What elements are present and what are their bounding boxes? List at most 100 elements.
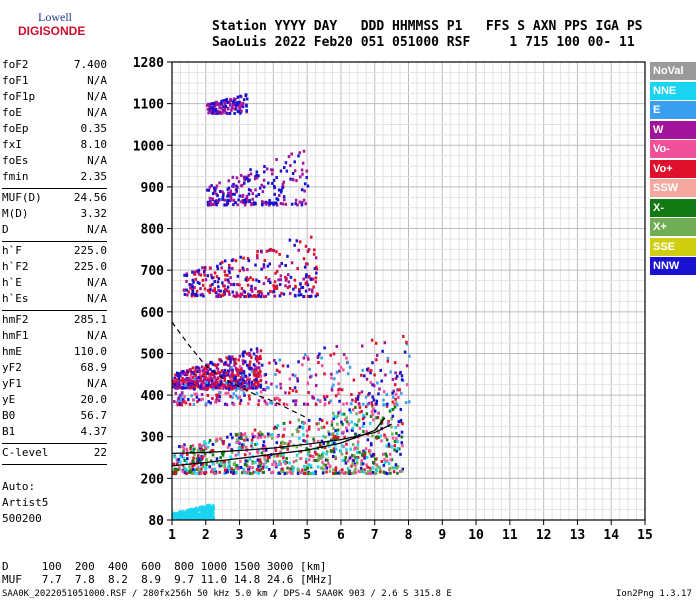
legend-item-nne: NNE	[650, 81, 696, 100]
echo-point	[191, 376, 195, 380]
echo-point	[251, 432, 254, 436]
echo-point	[371, 413, 374, 417]
echo-point	[234, 362, 238, 366]
echo-point	[291, 469, 295, 473]
echo-point	[208, 200, 212, 204]
echo-point	[213, 381, 217, 385]
echo-point	[334, 434, 337, 438]
echo-point	[206, 393, 210, 397]
echo-point	[389, 471, 392, 475]
echo-point	[321, 466, 324, 470]
param-row: foE N/A	[2, 106, 107, 122]
echo-point	[265, 465, 268, 469]
echo-point	[209, 367, 212, 371]
echo-point	[317, 421, 320, 425]
echo-point	[189, 368, 192, 372]
echo-point	[337, 362, 341, 366]
echo-point	[247, 465, 250, 469]
echo-point	[271, 470, 275, 474]
echo-point	[230, 450, 234, 454]
echo-point	[387, 442, 391, 446]
echo-point	[241, 105, 245, 109]
chart-axes: 1 2 3 4 5 6 7 8 9 10 11 12 13 14 158020030040050060070…	[133, 56, 653, 543]
echo-point	[205, 506, 208, 510]
echo-point	[259, 349, 263, 353]
echo-point	[232, 99, 236, 103]
echo-point	[187, 382, 190, 386]
echo-point	[229, 386, 232, 390]
artist-code: 500200	[2, 512, 42, 525]
echo-point	[265, 386, 269, 390]
echo-point	[255, 366, 259, 370]
echo-point	[203, 454, 206, 458]
echo-point	[207, 384, 210, 388]
echo-point	[399, 418, 403, 422]
echo-point	[195, 289, 199, 293]
echo-point	[364, 447, 368, 451]
echo-point	[179, 516, 182, 520]
echo-point	[314, 280, 318, 284]
echo-point	[181, 386, 184, 390]
echo-point	[247, 173, 250, 177]
echo-point	[321, 460, 324, 464]
echo-point	[185, 279, 188, 283]
echo-point	[352, 459, 355, 463]
echo-point	[270, 471, 273, 475]
echo-point	[194, 377, 198, 381]
echo-point	[337, 411, 340, 415]
echo-point	[215, 366, 219, 370]
echo-point	[210, 370, 214, 374]
echo-point	[384, 373, 387, 377]
echo-point	[280, 441, 283, 445]
echo-point	[329, 353, 332, 357]
echo-point	[354, 405, 357, 409]
echo-point	[297, 468, 300, 472]
echo-point	[246, 375, 250, 379]
echo-point	[275, 286, 279, 290]
echo-point	[267, 386, 270, 390]
echo-point	[257, 290, 260, 294]
echo-point	[212, 373, 216, 377]
echo-point	[254, 460, 257, 464]
echo-point	[251, 294, 254, 298]
echo-point	[374, 472, 378, 476]
echo-point	[330, 423, 334, 427]
echo-point	[243, 203, 247, 207]
echo-point	[226, 384, 230, 388]
echo-point	[333, 414, 336, 418]
echo-point	[188, 402, 192, 406]
echo-point	[362, 449, 365, 453]
echo-point	[201, 516, 204, 520]
echo-point	[288, 386, 292, 390]
param-value: N/A	[87, 377, 107, 390]
echo-point	[187, 386, 191, 390]
echo-point	[325, 470, 328, 474]
echo-point	[238, 194, 242, 198]
echo-point	[238, 106, 241, 110]
echo-point	[214, 439, 218, 443]
echo-point	[201, 374, 205, 378]
echo-point	[204, 471, 208, 475]
echo-point	[399, 407, 403, 411]
echo-point	[196, 466, 200, 470]
echo-point	[202, 270, 206, 274]
echo-point	[221, 460, 225, 464]
echo-point	[360, 410, 363, 414]
echo-point	[194, 512, 197, 516]
echo-point	[395, 431, 398, 435]
echo-point	[369, 442, 373, 446]
echo-point	[220, 460, 223, 464]
echo-point	[304, 202, 307, 206]
echo-point	[190, 510, 193, 514]
echo-point	[255, 194, 258, 198]
echo-point	[396, 440, 399, 444]
echo-point	[359, 466, 363, 470]
echo-point	[259, 383, 263, 387]
echo-point	[180, 403, 184, 407]
echo-point	[216, 280, 220, 284]
echo-point	[262, 282, 266, 286]
echo-point	[298, 200, 302, 204]
echo-point	[206, 372, 209, 376]
echo-point	[276, 198, 280, 202]
echo-point	[234, 381, 238, 385]
